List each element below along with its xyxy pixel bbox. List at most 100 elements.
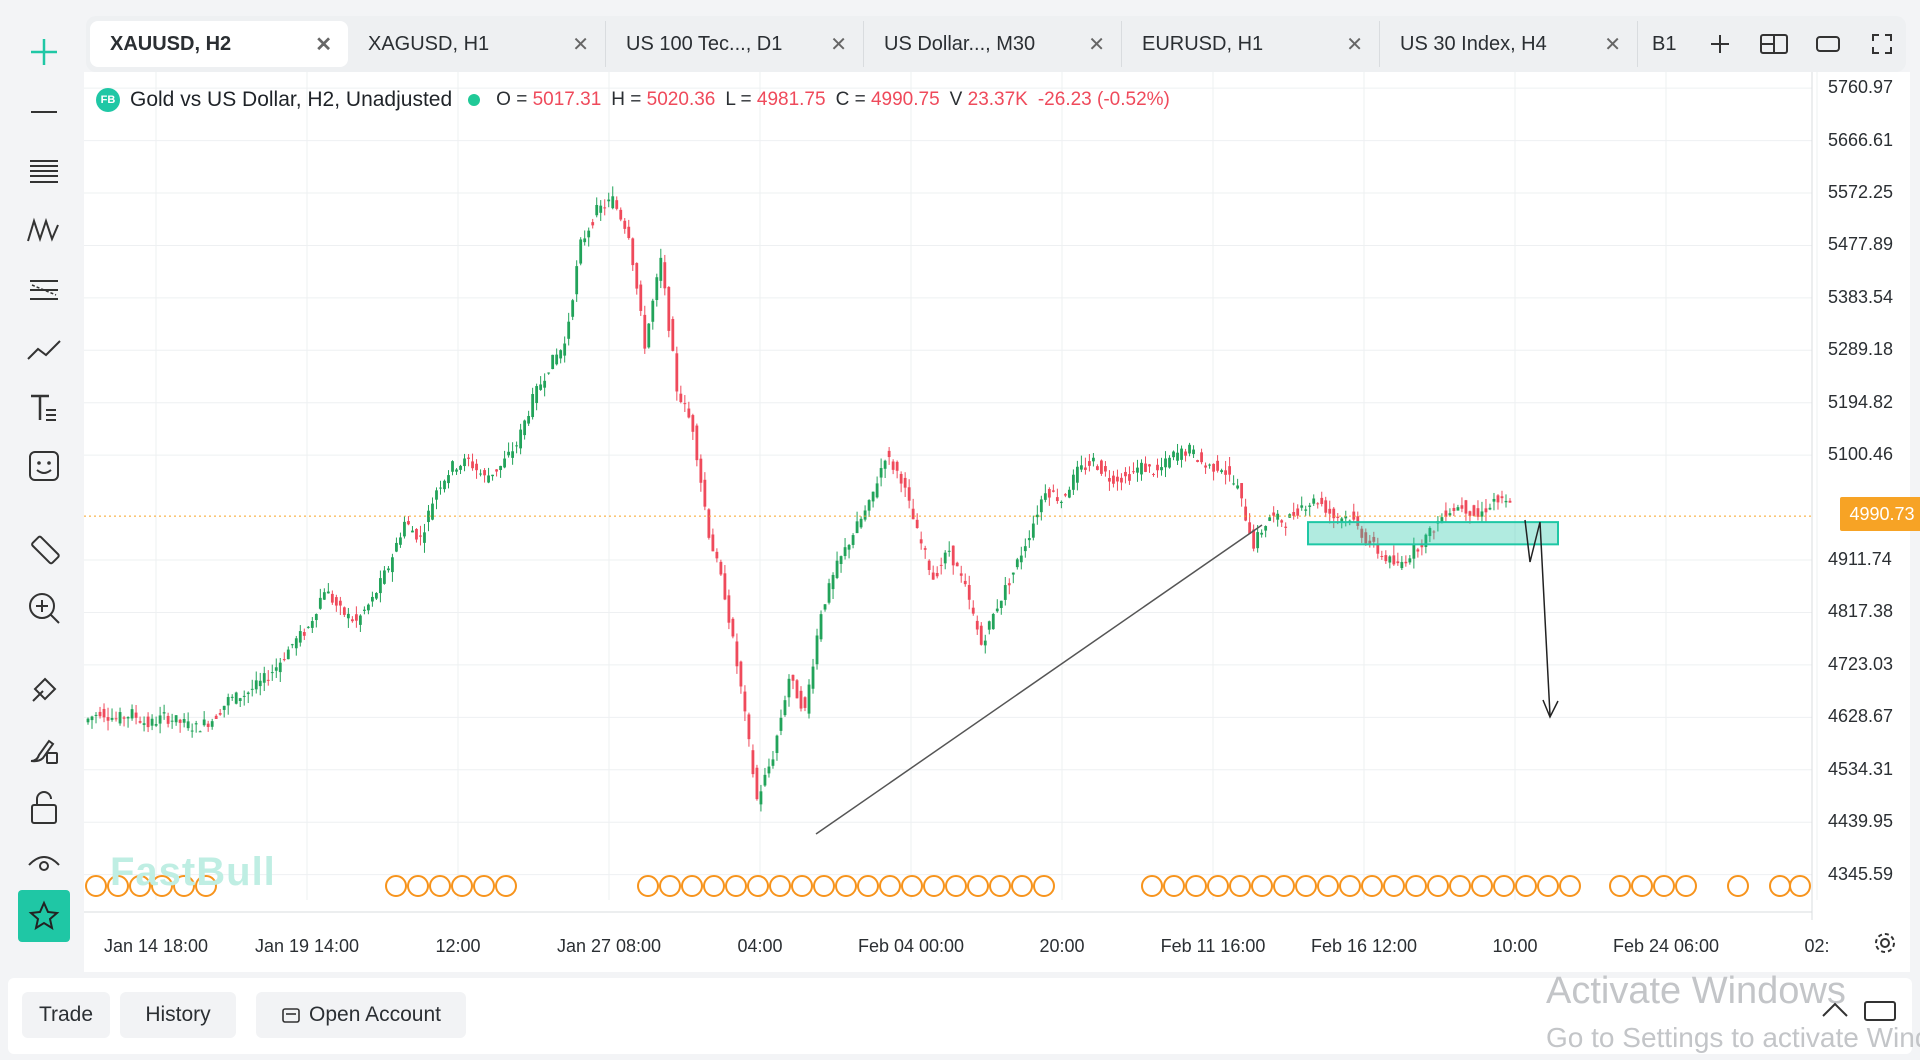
- change-value: -26.23 (-0.52%): [1037, 89, 1170, 110]
- time-tick-label: Jan 27 08:00: [556, 936, 662, 956]
- fullscreen-icon[interactable]: [1868, 30, 1896, 58]
- time-tick-label: 10:00: [1492, 936, 1538, 956]
- activate-windows-subtitle: Go to Settings to activate Windows.: [1546, 1022, 1920, 1053]
- low-value: 4981.75: [756, 89, 826, 110]
- time-tick-label: Jan 19 14:00: [254, 936, 360, 956]
- ruler-icon[interactable]: [20, 526, 68, 574]
- symbol-title[interactable]: Gold vs US Dollar, H2, Unadjusted: [130, 88, 453, 111]
- price-tick-label: 4817.38: [1828, 601, 1894, 622]
- time-tick-label: Feb 04 00:00: [857, 936, 965, 956]
- ohlc-volume: V 23.37K: [950, 89, 1028, 111]
- tab-label: US Dollar..., M30: [884, 32, 1036, 55]
- plus-icon[interactable]: [1706, 30, 1734, 58]
- watermark-logo: FastBull: [110, 850, 276, 894]
- pattern-icon[interactable]: [20, 206, 68, 254]
- tab-label: B1: [1652, 32, 1677, 55]
- chart-legend: FB Gold vs US Dollar, H2, Unadjusted O =…: [96, 88, 1170, 112]
- trade-button[interactable]: Trade: [22, 992, 110, 1038]
- low-label: L =: [725, 89, 752, 110]
- tab-xagusd[interactable]: XAGUSD, H1 ✕: [348, 21, 606, 67]
- drawing-toolbar: [14, 28, 78, 948]
- gear-icon[interactable]: [1872, 930, 1902, 960]
- price-tick-label: 5760.97: [1828, 77, 1894, 98]
- time-tick-label: 04:00: [737, 936, 783, 956]
- history-button[interactable]: History: [120, 992, 236, 1038]
- tab-label: XAGUSD, H1: [368, 32, 490, 55]
- close-icon[interactable]: ✕: [1604, 34, 1621, 56]
- high-label: H =: [611, 89, 642, 110]
- ohlc-high: H = 5020.36: [611, 89, 715, 111]
- open-label: O =: [496, 89, 528, 110]
- account-icon: [282, 1008, 300, 1023]
- high-value: 5020.36: [646, 89, 716, 110]
- layout-icon[interactable]: [1760, 30, 1788, 58]
- volume-label: V: [949, 89, 963, 110]
- tab-xauusd[interactable]: XAUUSD, H2 ✕: [90, 21, 348, 67]
- tab-us100[interactable]: US 100 Tec..., D1 ✕: [606, 21, 864, 67]
- time-tick-label: 12:00: [435, 936, 481, 956]
- time-tick-label: Feb 11 16:00: [1160, 936, 1266, 956]
- time-tick-label: 20:00: [1039, 936, 1085, 956]
- zoom-in-icon[interactable]: [20, 584, 68, 632]
- trend-line-icon[interactable]: [20, 324, 68, 372]
- ohlc-change: -26.23 (-0.52%): [1038, 89, 1170, 111]
- current-price-tag: 4990.73: [1840, 497, 1920, 531]
- price-tick-label: 5666.61: [1828, 129, 1894, 150]
- tab-b1[interactable]: B1: [1638, 21, 1698, 67]
- price-tick-label: 5572.25: [1828, 182, 1894, 202]
- ohlc-close: C = 4990.75: [836, 89, 940, 111]
- market-open-indicator: [468, 94, 481, 106]
- time-tick-label: 02:: [1804, 936, 1830, 956]
- chart-panel[interactable]: [84, 72, 1910, 972]
- close-icon[interactable]: ✕: [315, 34, 332, 56]
- close-label: C =: [835, 89, 866, 110]
- close-icon[interactable]: ✕: [830, 34, 847, 56]
- star-icon: [28, 900, 60, 931]
- tab-label: US 100 Tec..., D1: [626, 32, 783, 55]
- window-icon[interactable]: [1864, 1000, 1896, 1027]
- open-account-button[interactable]: Open Account: [256, 992, 466, 1038]
- parallel-channel-icon[interactable]: [20, 266, 68, 314]
- close-icon[interactable]: ✕: [1088, 34, 1105, 56]
- chevron-up-icon[interactable]: [1820, 1000, 1850, 1025]
- open-account-label: Open Account: [309, 1003, 441, 1026]
- brush-lock-icon[interactable]: [20, 726, 68, 774]
- tab-label: US 30 Index, H4: [1400, 32, 1547, 55]
- time-tick-label: Feb 24 06:00: [1612, 936, 1720, 956]
- tab-label: XAUUSD, H2: [110, 32, 232, 55]
- close-icon[interactable]: ✕: [572, 34, 589, 56]
- ohlc-low: L = 4981.75: [725, 89, 825, 111]
- tab-label: EURUSD, H1: [1142, 32, 1264, 55]
- price-tick-label: 5477.89: [1828, 234, 1894, 255]
- price-tick-label: 5100.46: [1828, 444, 1894, 465]
- magnet-draw-icon[interactable]: [20, 666, 68, 714]
- horizontal-line-icon[interactable]: [20, 88, 68, 136]
- price-tick-label: 4628.67: [1828, 706, 1894, 727]
- price-tick-label: 4439.95: [1828, 811, 1894, 832]
- price-tick-label: 5194.82: [1828, 391, 1894, 412]
- ohlc-open: O = 5017.31: [496, 89, 601, 111]
- open-value: 5017.31: [532, 89, 602, 110]
- price-tick-label: 4345.59: [1828, 863, 1894, 884]
- crosshair-plus-icon[interactable]: [20, 28, 68, 76]
- bottom-bar: Trade History Open Account: [8, 978, 1912, 1054]
- window-icon[interactable]: [1814, 30, 1842, 58]
- tab-eurusd[interactable]: EURUSD, H1 ✕: [1122, 21, 1380, 67]
- favorites-star-button[interactable]: [18, 890, 70, 942]
- unlock-icon[interactable]: [20, 784, 68, 832]
- close-value: 4990.75: [870, 89, 940, 110]
- time-tick-label: Feb 16 12:00: [1310, 936, 1418, 956]
- price-tick-label: 4911.74: [1828, 549, 1892, 570]
- price-tick-label: 4534.31: [1828, 758, 1894, 779]
- text-icon[interactable]: [20, 384, 68, 432]
- tab-bar: XAUUSD, H2 ✕ XAGUSD, H1 ✕ US 100 Tec...,…: [86, 16, 1906, 72]
- close-icon[interactable]: ✕: [1346, 34, 1363, 56]
- eye-icon[interactable]: [20, 840, 68, 888]
- tab-usdollar[interactable]: US Dollar..., M30 ✕: [864, 21, 1122, 67]
- emoji-icon[interactable]: [20, 442, 68, 490]
- time-tick-label: Jan 14 18:00: [103, 936, 209, 956]
- tab-us30[interactable]: US 30 Index, H4 ✕: [1380, 21, 1638, 67]
- fib-retracement-icon[interactable]: [20, 146, 68, 194]
- activate-windows-title: Activate Windows: [1546, 970, 1846, 1012]
